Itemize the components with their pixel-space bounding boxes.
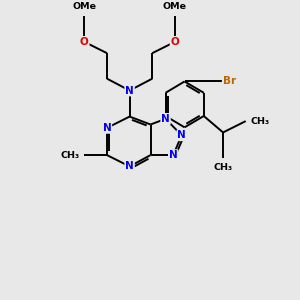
- Text: N: N: [169, 150, 178, 160]
- Text: O: O: [170, 37, 179, 47]
- Text: N: N: [103, 123, 111, 133]
- Text: OMe: OMe: [163, 2, 187, 11]
- Text: N: N: [125, 161, 134, 171]
- Text: CH₃: CH₃: [214, 163, 232, 172]
- Text: Br: Br: [223, 76, 236, 86]
- Text: N: N: [161, 114, 170, 124]
- Text: N: N: [177, 130, 186, 140]
- Text: CH₃: CH₃: [60, 151, 79, 160]
- Text: O: O: [80, 37, 89, 47]
- Text: CH₃: CH₃: [251, 117, 270, 126]
- Text: N: N: [125, 85, 134, 95]
- Text: OMe: OMe: [72, 2, 96, 11]
